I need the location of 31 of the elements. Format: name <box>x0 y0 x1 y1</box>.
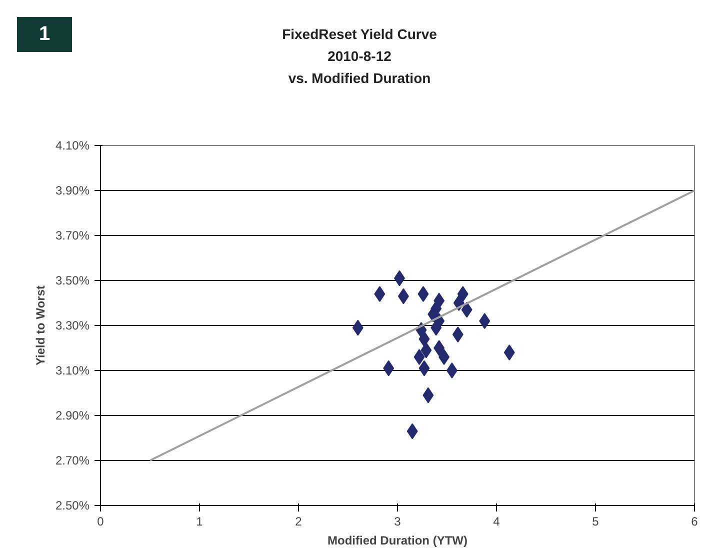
y-tick-label: 4.10% <box>55 138 90 152</box>
point <box>418 331 430 347</box>
point <box>452 326 464 342</box>
point <box>418 286 429 302</box>
x-tick-label: 5 <box>592 514 600 528</box>
y-tick-label: 3.10% <box>55 364 90 378</box>
point <box>438 349 450 365</box>
point <box>457 286 468 302</box>
x-tick-label: 3 <box>394 514 402 528</box>
y-tick-label: 2.70% <box>55 454 90 468</box>
point <box>374 286 386 302</box>
y-tick-label: 3.70% <box>55 228 90 242</box>
x-tick-label: 2 <box>295 514 302 528</box>
y-tick-label: 3.50% <box>55 274 90 288</box>
y-tick-label: 2.50% <box>55 498 90 512</box>
point <box>504 344 515 360</box>
y-tick-label: 2.90% <box>55 408 90 422</box>
point <box>434 340 445 356</box>
y-tick-label: 3.30% <box>55 318 90 332</box>
text: 1 <box>17 17 72 52</box>
point <box>479 313 490 329</box>
x-tick-label: 1 <box>196 514 204 528</box>
x-tick-label: 0 <box>97 514 104 528</box>
y-axis-title: Yield to Worst <box>33 285 48 366</box>
x-tick-label: 6 <box>691 514 698 528</box>
chart-title: FixedReset Yield Curve 2010-8-12 vs. Modified Duration <box>282 26 437 86</box>
point <box>446 362 458 378</box>
x-axis-title: Modified Duration (YTW) <box>328 534 468 548</box>
y-tick-label: 3.90% <box>55 184 90 198</box>
x-tick-label: 4 <box>493 514 500 528</box>
point <box>414 349 425 365</box>
